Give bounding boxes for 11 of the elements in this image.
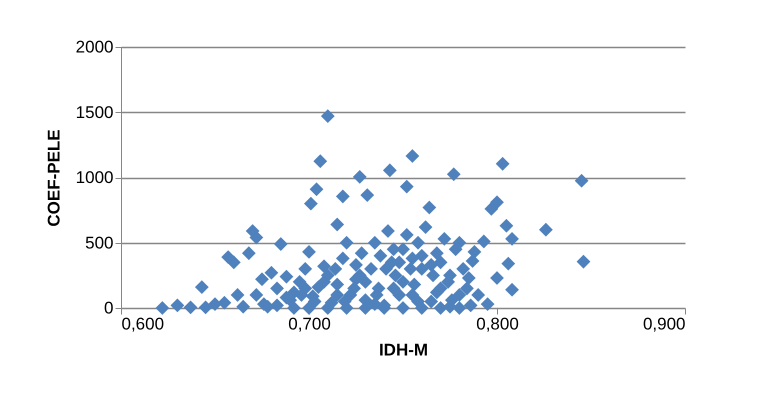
y-tick-label: 1000 bbox=[76, 168, 114, 187]
y-tick-label: 500 bbox=[85, 233, 114, 252]
y-tick-label: 2000 bbox=[76, 38, 114, 56]
x-tick-label: 0,700 bbox=[288, 314, 331, 334]
y-tick-label: 0 bbox=[104, 298, 114, 318]
x-tick-label: 0,900 bbox=[642, 314, 686, 334]
x-tick-label: 0,800 bbox=[476, 314, 519, 334]
y-tick-label: 1500 bbox=[76, 102, 114, 122]
x-axis-title: IDH-M bbox=[378, 340, 428, 360]
x-tick-label: 0,600 bbox=[122, 314, 164, 334]
y-axis-title: COEF-PELE bbox=[44, 129, 64, 227]
